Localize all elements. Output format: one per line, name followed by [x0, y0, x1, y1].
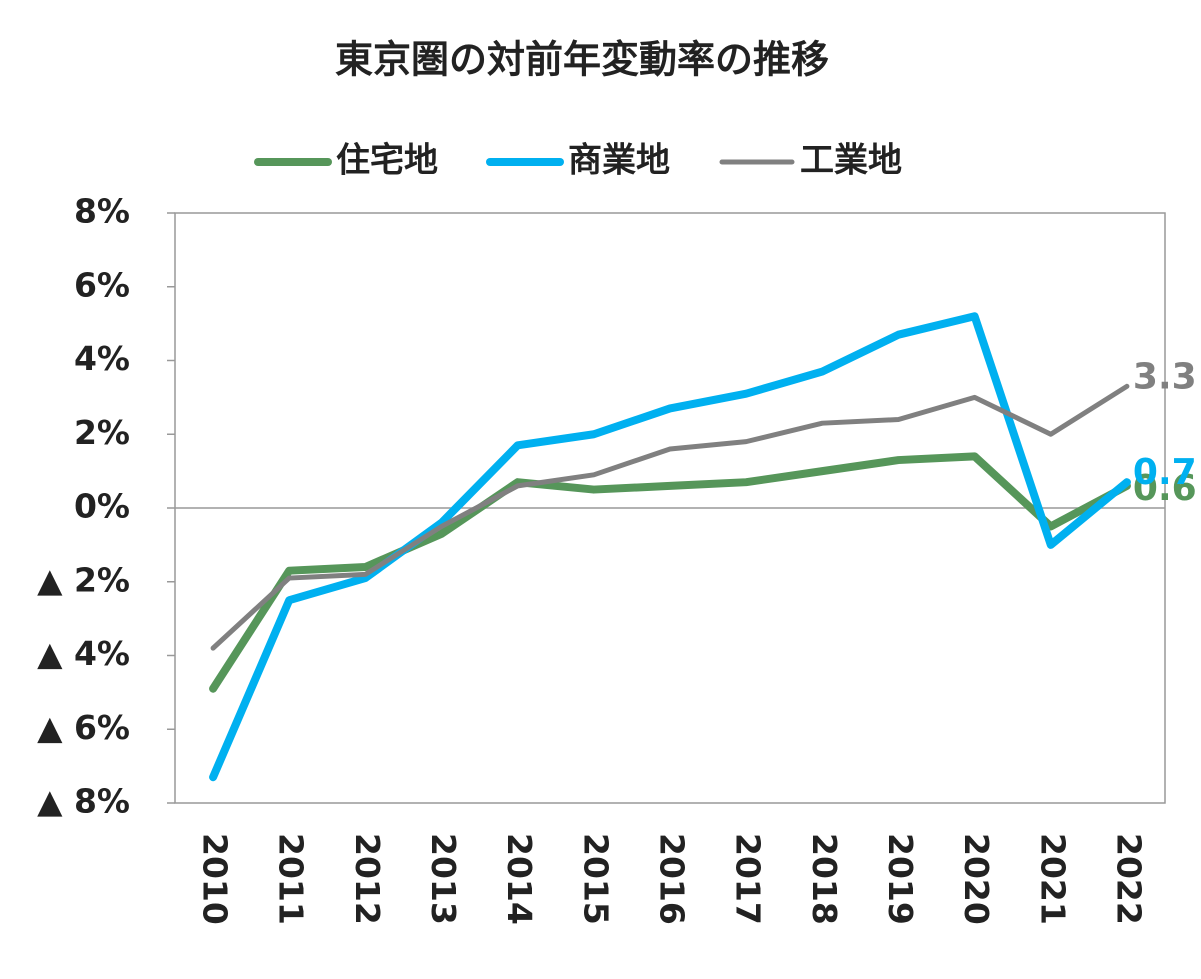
x-tick-label: 2012: [348, 833, 387, 925]
y-tick-label: ▲ 4%: [37, 634, 130, 673]
series-line: [209, 452, 1131, 693]
data-label: 0.7: [1133, 452, 1197, 493]
y-tick-label: ▲ 6%: [37, 708, 130, 747]
x-tick-label: 2021: [1033, 833, 1072, 925]
data-label: 0.6: [1133, 468, 1197, 509]
legend-label: 工業地: [800, 141, 902, 181]
x-tick-label: 2015: [576, 833, 615, 925]
legend-label: 商業地: [568, 141, 670, 181]
x-tick-label: 2010: [196, 833, 235, 925]
chart-title: 東京圏の対前年変動率の推移: [335, 38, 829, 82]
x-tick-label: 2017: [729, 833, 768, 925]
x-tick-label: 2019: [881, 833, 920, 925]
x-tick-label: 2011: [272, 833, 311, 925]
legend-label: 住宅地: [336, 141, 438, 181]
series-line: [209, 312, 1131, 782]
y-tick-label: 0%: [74, 487, 130, 526]
series-line: [210, 383, 1130, 651]
y-tick-label: ▲ 2%: [37, 560, 130, 599]
x-tick-label: 2022: [1109, 833, 1148, 925]
y-tick-label: 6%: [74, 265, 130, 304]
x-tick-label: 2013: [424, 833, 463, 925]
y-tick-label: 2%: [74, 413, 130, 452]
x-tick-label: 2020: [957, 833, 996, 925]
y-tick-label: 4%: [74, 339, 130, 378]
x-tick-label: 2018: [805, 833, 844, 925]
y-tick-label: 8%: [74, 192, 130, 231]
data-label: 3.3: [1133, 356, 1197, 397]
x-tick-label: 2016: [653, 833, 692, 925]
y-tick-label: ▲ 8%: [37, 782, 130, 821]
x-tick-label: 2014: [500, 833, 539, 925]
